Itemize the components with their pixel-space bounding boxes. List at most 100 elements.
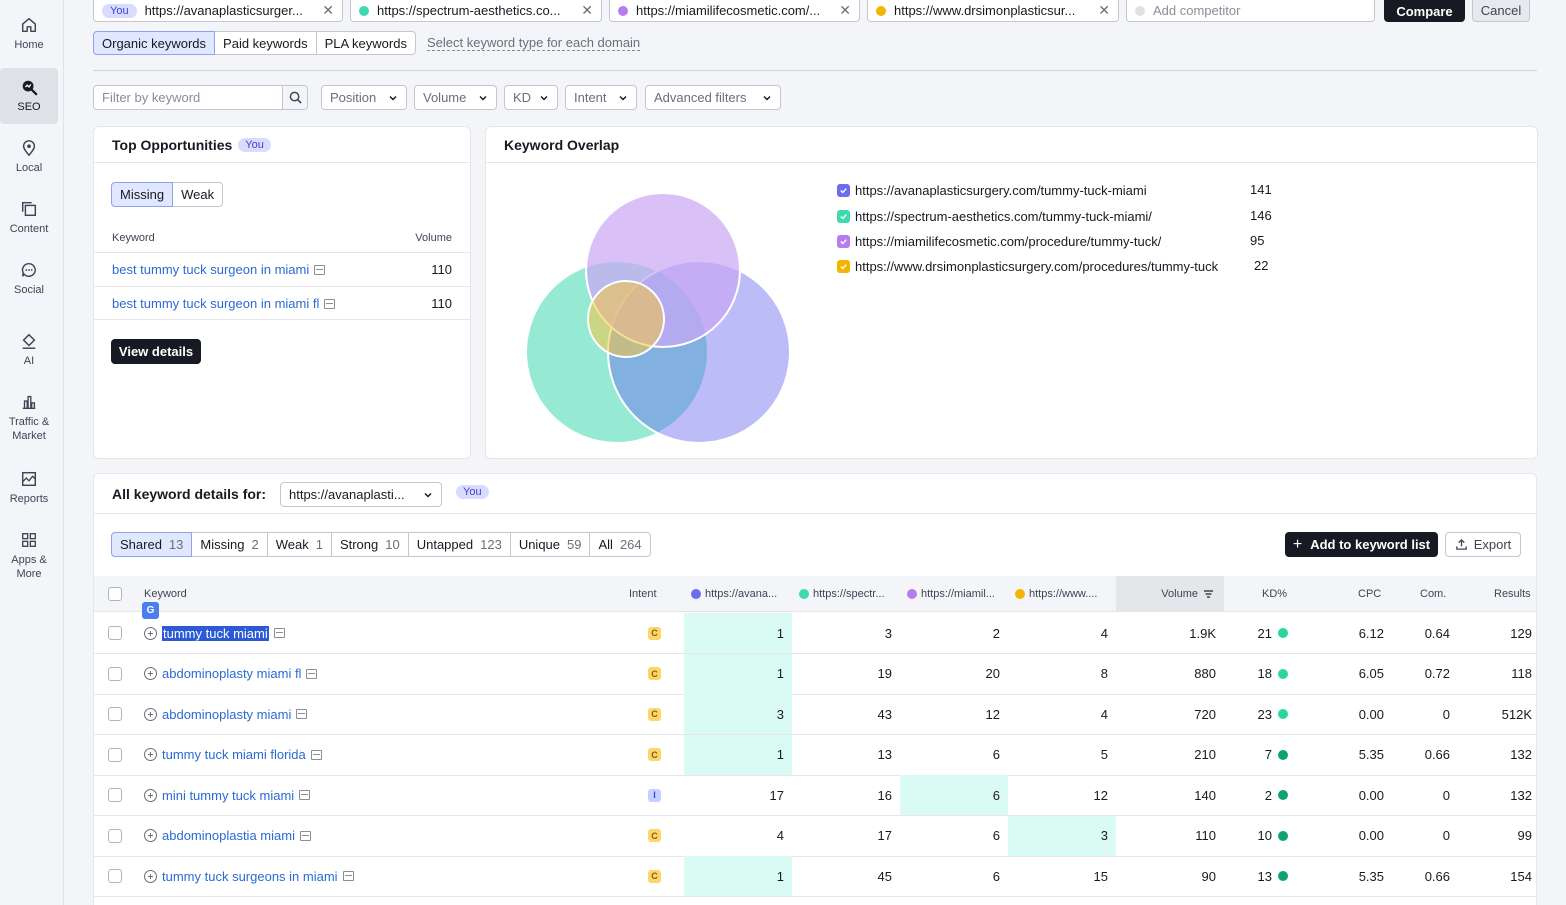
sidebar-item-local[interactable]: Local bbox=[0, 139, 58, 175]
serp-icon[interactable] bbox=[314, 265, 326, 275]
serp-icon[interactable] bbox=[306, 668, 318, 679]
tab-weak[interactable]: Weak 1 bbox=[266, 532, 332, 557]
legend-item[interactable]: https://spectrum-aesthetics.com/tummy-tu… bbox=[837, 208, 1152, 224]
close-icon[interactable]: ✕ bbox=[1098, 2, 1110, 18]
export-button[interactable]: Export bbox=[1445, 532, 1521, 557]
sidebar-item-reports[interactable]: Reports bbox=[0, 470, 58, 506]
tab-paid-keywords[interactable]: Paid keywords bbox=[214, 31, 317, 55]
close-icon[interactable]: ✕ bbox=[839, 2, 851, 18]
add-keyword-icon[interactable] bbox=[144, 869, 157, 883]
details-title: All keyword details for: bbox=[112, 486, 267, 502]
column-volume[interactable]: Volume bbox=[1116, 576, 1224, 612]
sidebar-item-home[interactable]: Home bbox=[0, 16, 58, 52]
column-domain-4[interactable]: https://www.... bbox=[1015, 576, 1097, 612]
tab-missing[interactable]: Missing bbox=[111, 182, 174, 207]
checkbox-icon[interactable] bbox=[837, 209, 850, 223]
tab-pla-keywords[interactable]: PLA keywords bbox=[315, 31, 416, 55]
tab-all[interactable]: All 264 bbox=[589, 532, 651, 557]
compare-button[interactable]: Compare bbox=[1384, 0, 1465, 22]
domain-chip-competitor-2[interactable]: https://miamilifecosmetic.com/... ✕ bbox=[609, 0, 860, 22]
legend-item[interactable]: https://avanaplasticsurgery.com/tummy-tu… bbox=[837, 182, 1147, 198]
serp-icon[interactable] bbox=[342, 871, 354, 881]
select-all-checkbox[interactable] bbox=[108, 576, 122, 612]
row-checkbox[interactable] bbox=[108, 775, 122, 815]
keyword-link[interactable]: tummy tuck surgeons in miami bbox=[162, 868, 338, 884]
cpc-cell: 0.00 bbox=[1358, 706, 1384, 722]
tab-missing[interactable]: Missing 2 bbox=[191, 532, 268, 557]
domain-select-dropdown[interactable]: https://avanaplasti... bbox=[280, 482, 442, 507]
checkbox-icon[interactable] bbox=[837, 183, 850, 197]
filter-keyword-input[interactable]: Filter by keyword bbox=[93, 85, 283, 110]
keyword-link[interactable]: tummy tuck miami florida bbox=[162, 747, 306, 762]
position-dropdown[interactable]: Position bbox=[321, 85, 407, 110]
add-keyword-icon[interactable] bbox=[144, 829, 157, 842]
kd-dropdown[interactable]: KD bbox=[504, 85, 558, 110]
serp-icon[interactable] bbox=[324, 298, 336, 309]
keyword-link[interactable]: abdominoplasty miami fl bbox=[162, 666, 302, 681]
add-keyword-icon[interactable] bbox=[144, 707, 157, 721]
table-row: best tummy tuck surgeon in miami fl 110 bbox=[94, 286, 470, 320]
column-domain-1[interactable]: https://avana... bbox=[691, 576, 777, 612]
column-keyword[interactable]: Keyword bbox=[144, 588, 187, 600]
column-kd[interactable]: KD% bbox=[1262, 588, 1288, 600]
checkbox-icon[interactable] bbox=[837, 259, 850, 273]
legend-item[interactable]: https://www.drsimonplasticsurgery.com/pr… bbox=[837, 258, 1218, 274]
domain-chip-competitor-3[interactable]: https://www.drsimonplasticsur... ✕ bbox=[867, 0, 1119, 22]
column-com[interactable]: Com. bbox=[1420, 588, 1447, 600]
checkbox-icon[interactable] bbox=[837, 234, 850, 248]
sidebar-item-traffic-market[interactable]: Traffic & Market bbox=[0, 393, 58, 443]
sidebar-item-ai[interactable]: AI bbox=[0, 332, 58, 368]
column-domain-3[interactable]: https://miamil... bbox=[907, 576, 995, 612]
sidebar-item-content[interactable]: Content bbox=[0, 200, 58, 236]
serp-icon[interactable] bbox=[296, 709, 308, 719]
column-domain-2[interactable]: https://spectr... bbox=[799, 576, 885, 612]
domain-chip-you[interactable]: You https://avanaplasticsurger... ✕ bbox=[93, 0, 343, 22]
add-keyword-icon[interactable] bbox=[144, 626, 157, 640]
keyword-link[interactable]: mini tummy tuck miami bbox=[162, 787, 295, 803]
keyword-link[interactable]: best tummy tuck surgeon in miami fl bbox=[112, 295, 320, 311]
select-keyword-type-link[interactable]: Select keyword type for each domain bbox=[427, 35, 641, 51]
legend-item[interactable]: https://miamilifecosmetic.com/procedure/… bbox=[837, 233, 1161, 249]
advanced-filters-dropdown[interactable]: Advanced filters bbox=[645, 85, 781, 110]
keyword-link[interactable]: abdominoplasty miami bbox=[162, 706, 292, 722]
tab-shared[interactable]: Shared 13 bbox=[111, 532, 193, 557]
tab-weak[interactable]: Weak bbox=[172, 182, 224, 207]
intent-dropdown[interactable]: Intent bbox=[565, 85, 637, 110]
serp-icon[interactable] bbox=[299, 790, 311, 800]
serp-icon[interactable] bbox=[299, 830, 311, 841]
cancel-button[interactable]: Cancel bbox=[1472, 0, 1530, 22]
search-button[interactable] bbox=[282, 85, 308, 110]
tab-strong[interactable]: Strong 10 bbox=[330, 532, 409, 557]
add-keyword-icon[interactable] bbox=[144, 667, 157, 680]
add-keyword-icon[interactable] bbox=[144, 788, 157, 802]
add-keyword-icon[interactable] bbox=[144, 748, 157, 761]
view-details-button[interactable]: View details bbox=[111, 339, 201, 364]
row-checkbox[interactable] bbox=[108, 613, 122, 653]
sidebar-item-apps-more[interactable]: Apps & More bbox=[0, 531, 58, 581]
column-results[interactable]: Results bbox=[1494, 588, 1531, 600]
column-intent[interactable]: Intent bbox=[629, 588, 657, 600]
serp-icon[interactable] bbox=[273, 628, 285, 638]
volume-dropdown[interactable]: Volume bbox=[414, 85, 497, 110]
translate-icon[interactable]: G bbox=[142, 602, 159, 619]
sidebar-item-social[interactable]: Social bbox=[0, 261, 58, 297]
column-cpc[interactable]: CPC bbox=[1358, 588, 1382, 600]
row-checkbox[interactable] bbox=[108, 735, 122, 775]
row-checkbox[interactable] bbox=[108, 694, 122, 734]
keyword-link[interactable]: best tummy tuck surgeon in miami bbox=[112, 262, 310, 277]
tab-untapped[interactable]: Untapped 123 bbox=[407, 532, 511, 557]
add-to-keyword-list-button[interactable]: + Add to keyword list bbox=[1285, 532, 1438, 557]
row-checkbox[interactable] bbox=[108, 856, 122, 896]
tab-unique[interactable]: Unique 59 bbox=[509, 532, 591, 557]
close-icon[interactable]: ✕ bbox=[581, 2, 593, 18]
sidebar-item-seo[interactable]: SEO bbox=[0, 68, 58, 124]
serp-icon[interactable] bbox=[310, 749, 322, 760]
keyword-link[interactable]: abdominoplastia miami bbox=[162, 828, 295, 843]
keyword-link[interactable]: tummy tuck miami bbox=[162, 625, 269, 641]
domain-chip-competitor-1[interactable]: https://spectrum-aesthetics.co... ✕ bbox=[350, 0, 602, 22]
close-icon[interactable]: ✕ bbox=[322, 2, 334, 18]
row-checkbox[interactable] bbox=[108, 654, 122, 694]
add-competitor-input[interactable]: Add competitor bbox=[1126, 0, 1375, 22]
row-checkbox[interactable] bbox=[108, 816, 122, 856]
tab-organic-keywords[interactable]: Organic keywords bbox=[93, 31, 216, 55]
